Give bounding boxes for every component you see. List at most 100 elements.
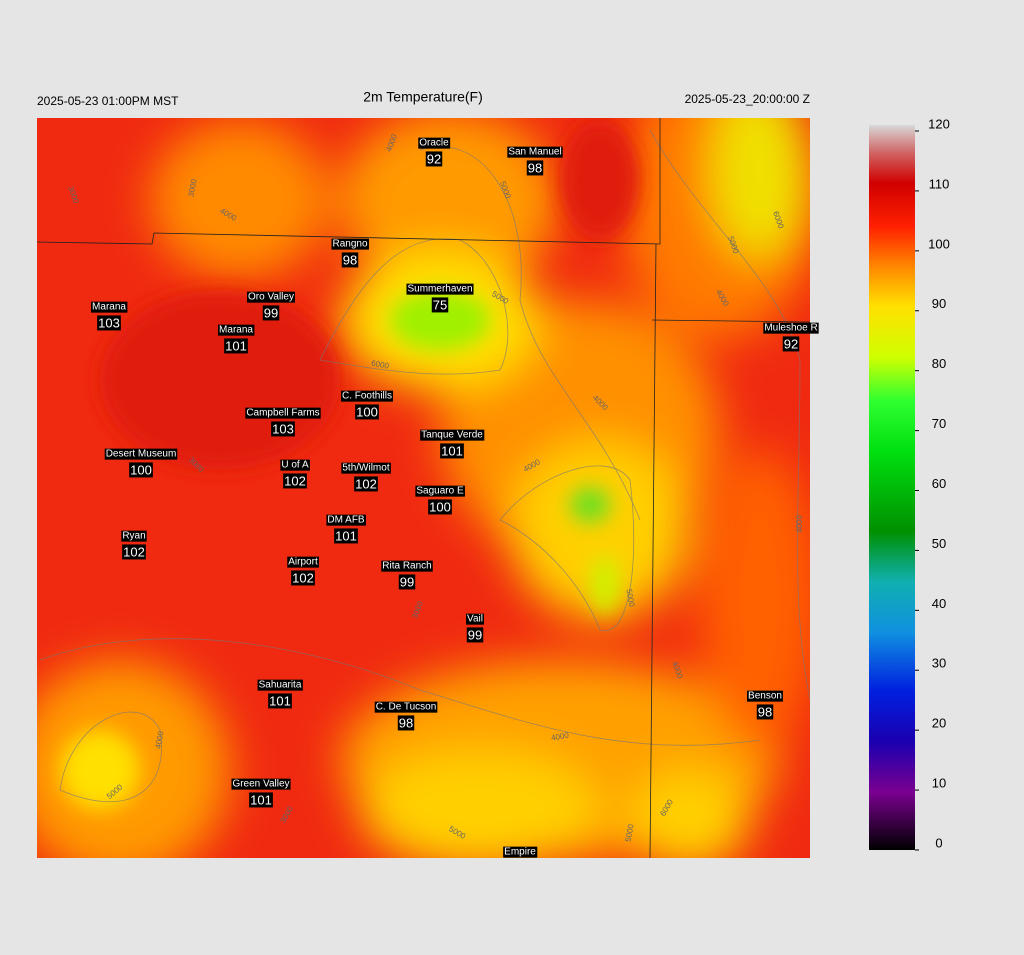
station-name-bg (280, 459, 310, 471)
station-value: 98 (399, 715, 413, 730)
station-value-bg (440, 443, 464, 459)
station-name-bg (374, 701, 438, 713)
station-value-bg (526, 160, 544, 176)
colorbar-tick-label: 20 (932, 716, 946, 731)
station-value: 99 (264, 305, 278, 320)
station-name-bg (415, 485, 465, 497)
station-name: 5th/Wilmot (342, 463, 389, 474)
station-name-bg (763, 322, 819, 334)
station-name-bg (466, 613, 484, 625)
station-value: 101 (225, 338, 247, 353)
contour-label: 4000 (154, 730, 166, 750)
station-name: Campbell Farms (246, 408, 319, 419)
station-value-bg (129, 462, 153, 478)
station-name: Marana (92, 302, 126, 313)
colorbar-tick-label: 70 (932, 416, 946, 431)
station-value-bg (466, 627, 484, 643)
station-value: 102 (123, 544, 145, 559)
station-name: Ryan (122, 531, 145, 542)
station-name: Tanque Verde (421, 430, 483, 441)
station-name: Vail (467, 614, 483, 625)
station-name-bg (104, 448, 178, 460)
station-value: 101 (250, 792, 272, 807)
station-value: 101 (441, 443, 463, 458)
station-name: Oracle (419, 138, 449, 149)
station-value-bg (355, 404, 379, 420)
station-value: 92 (427, 151, 441, 166)
station-name: San Manuel (508, 147, 561, 158)
station-value: 100 (130, 462, 152, 477)
station-value: 92 (784, 336, 798, 351)
station-name: Summerhaven (407, 284, 472, 295)
station-name-bg (331, 238, 369, 250)
contour-label: 4000 (795, 515, 804, 533)
station-value-bg (283, 473, 307, 489)
colorbar-tick-label: 90 (932, 296, 946, 311)
station-value-bg (97, 315, 121, 331)
station-value-bg (354, 476, 378, 492)
station-name-bg (381, 560, 433, 572)
station-value-bg (398, 574, 416, 590)
station-name: Rita Ranch (382, 561, 431, 572)
station-name-bg (218, 324, 255, 336)
station-name: DM AFB (327, 515, 365, 526)
station-value-bg (334, 528, 358, 544)
station-name: Green Valley (232, 779, 289, 790)
station-name: U of A (281, 460, 309, 471)
contour-label: 6000 (371, 359, 391, 371)
colorbar-tick-label: 10 (932, 776, 946, 791)
station-value-bg (428, 499, 452, 515)
station-name: Muleshoe R (764, 323, 817, 334)
station-value-bg (122, 544, 146, 560)
contour-label: 5000 (624, 823, 636, 843)
station-value-bg (425, 151, 443, 167)
station-name-bg (420, 429, 485, 441)
station-value: 102 (355, 476, 377, 491)
map-title: 2m Temperature(F) (363, 89, 483, 105)
station-name-bg (340, 390, 394, 402)
colorbar-tick-label: 50 (932, 536, 946, 551)
station-name-bg (503, 846, 538, 858)
station-value-bg (341, 252, 359, 268)
station-value-bg (249, 792, 273, 808)
station-name-bg (121, 530, 147, 542)
colorbar-tick-label: 120 (928, 116, 950, 131)
station-name: Desert Museum (106, 449, 177, 460)
station-value: 98 (343, 252, 357, 267)
station-name-bg (507, 146, 563, 158)
station-value-bg (271, 421, 295, 437)
colorbar-tick-label: 0 (935, 835, 942, 850)
station-value: 102 (284, 473, 306, 488)
station-name: Oro Valley (248, 292, 294, 303)
station-name-bg (341, 462, 391, 474)
station-value: 98 (528, 160, 542, 175)
station-name-bg (287, 556, 319, 568)
station-name: C. De Tucson (376, 702, 437, 713)
station-value: 101 (335, 528, 357, 543)
station-value: 101 (269, 693, 291, 708)
station-name-bg (247, 291, 295, 303)
station-name: Rangno (332, 239, 367, 250)
station-name-bg (257, 679, 303, 691)
colorbar-tick-label: 80 (932, 356, 946, 371)
station-value: 99 (468, 627, 482, 642)
station-value: 103 (272, 421, 294, 436)
station-name-bg (418, 137, 451, 149)
colorbar-tick-label: 60 (932, 476, 946, 491)
station-name: Airport (288, 557, 318, 568)
station-value-bg (268, 693, 292, 709)
station-name-bg (326, 514, 366, 526)
valid-local: 2025-05-23 01:00PM MST (37, 94, 179, 108)
station-name: Empire (504, 847, 536, 858)
station-name: Marana (219, 325, 253, 336)
contour-label: 5000 (624, 588, 636, 608)
station-name: C. Foothills (342, 391, 392, 402)
heatmap (37, 118, 810, 858)
station-value-bg (224, 338, 248, 354)
station-name: Benson (748, 691, 782, 702)
station-value-bg (262, 305, 280, 321)
station-value: 100 (356, 404, 378, 419)
contour-label: 4000 (550, 731, 570, 743)
station-value: 75 (433, 297, 447, 312)
